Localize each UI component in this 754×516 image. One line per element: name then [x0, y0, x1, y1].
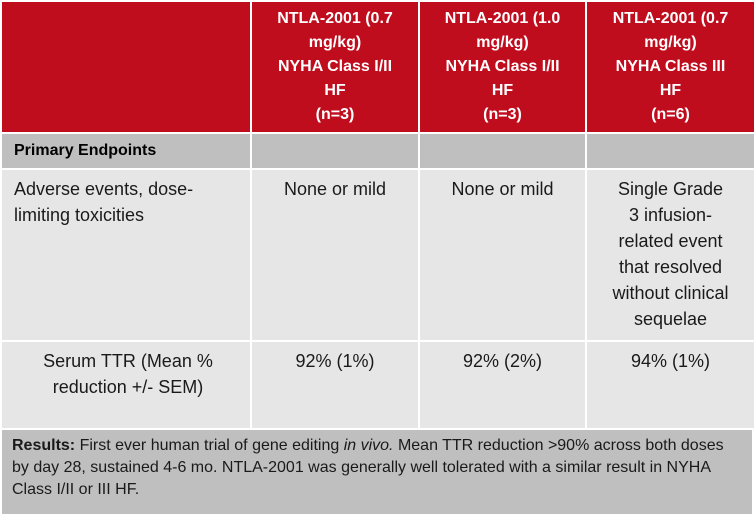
header-col-3-line: mg/kg) — [644, 34, 697, 51]
section-label: Primary Endpoints — [0, 132, 252, 170]
header-col-3-line: (n=6) — [651, 106, 690, 123]
header-col-2-line: mg/kg) — [476, 34, 529, 51]
header-col-1-line: HF — [324, 82, 346, 99]
header-col-1-line: mg/kg) — [308, 34, 362, 51]
cell-line: 92% (1%) — [295, 351, 375, 371]
row-label-line: Adverse events, dose- — [14, 179, 194, 199]
section-empty-cell — [250, 132, 420, 170]
cell-line: 94% (1%) — [630, 351, 711, 371]
header-col-2-line: NYHA Class I/II — [445, 58, 560, 75]
table-row: Serum TTR (Mean % reduction +/- SEM) 92%… — [0, 340, 754, 430]
header-col-2-line: (n=3) — [483, 106, 522, 123]
header-col-2: NTLA-2001 (1.0 mg/kg) NYHA Class I/II HF… — [418, 0, 587, 134]
table-cell: 92% (2%) — [418, 340, 587, 430]
header-row: NTLA-2001 (0.7 mg/kg) NYHA Class I/II HF… — [0, 0, 754, 134]
cell-line: Single Grade — [617, 179, 724, 199]
table-cell: Single Grade 3 infusion- related event t… — [585, 168, 754, 342]
cell-line: None or mild — [451, 179, 554, 199]
cell-line: None or mild — [283, 179, 387, 199]
results-summary: Results: First ever human trial of gene … — [0, 428, 754, 516]
header-col-1-line: (n=3) — [315, 106, 355, 123]
section-row: Primary Endpoints — [0, 132, 754, 170]
row-label: Adverse events, dose- limiting toxicitie… — [0, 168, 252, 342]
cell-line: 3 infusion- — [628, 205, 713, 225]
row-label-line: reduction +/- SEM) — [52, 377, 204, 397]
cell-line: related event — [618, 231, 723, 251]
header-col-2-line: NTLA-2001 (1.0 — [444, 10, 561, 27]
section-empty-cell — [585, 132, 754, 170]
table-cell: 94% (1%) — [585, 340, 754, 430]
results-text: First ever human trial of gene editing — [75, 437, 344, 454]
cell-line: sequelae — [633, 309, 708, 329]
table-cell: 92% (1%) — [250, 340, 420, 430]
header-col-1: NTLA-2001 (0.7 mg/kg) NYHA Class I/II HF… — [250, 0, 420, 134]
cell-line: without clinical — [612, 283, 729, 303]
table-cell: None or mild — [418, 168, 587, 342]
header-col-3-line: NTLA-2001 (0.7 — [612, 10, 729, 27]
header-col-3: NTLA-2001 (0.7 mg/kg) NYHA Class III HF … — [585, 0, 754, 134]
header-col-2-line: HF — [491, 82, 514, 99]
header-col-3-line: NYHA Class III — [615, 58, 726, 75]
cell-line: that resolved — [618, 257, 723, 277]
table-row: Adverse events, dose- limiting toxicitie… — [0, 168, 754, 342]
results-text: Mean TTR reduction >90% across both dose… — [12, 437, 724, 498]
row-label: Serum TTR (Mean % reduction +/- SEM) — [0, 340, 252, 430]
header-col-3-line: HF — [659, 82, 682, 99]
header-corner-cell — [0, 0, 252, 134]
results-italic: in vivo. — [343, 437, 394, 454]
header-col-1-line: NTLA-2001 (0.7 — [277, 10, 393, 27]
section-empty-cell — [418, 132, 587, 170]
cell-line: 92% (2%) — [462, 351, 543, 371]
results-prefix: Results: — [12, 437, 76, 454]
row-label-line: limiting toxicities — [14, 205, 145, 225]
results-table: NTLA-2001 (0.7 mg/kg) NYHA Class I/II HF… — [0, 0, 754, 430]
row-label-line: Serum TTR (Mean % — [43, 351, 213, 371]
table-cell: None or mild — [250, 168, 420, 342]
header-col-1-line: NYHA Class I/II — [277, 58, 393, 75]
